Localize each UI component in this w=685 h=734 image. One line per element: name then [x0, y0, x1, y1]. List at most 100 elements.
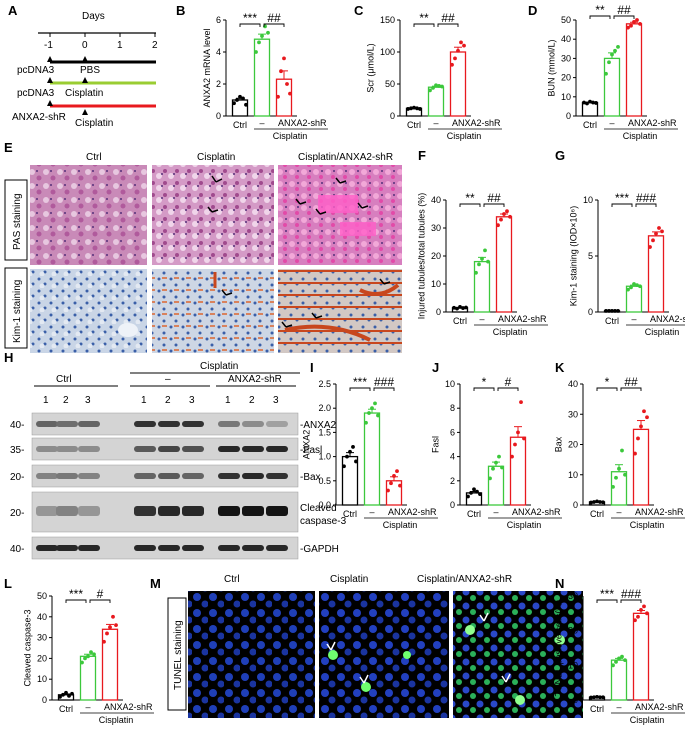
data-point — [114, 623, 118, 628]
data-point — [604, 308, 608, 313]
data-point — [588, 99, 592, 104]
data-point — [472, 487, 476, 492]
y-tick-label: 40 — [37, 612, 47, 622]
data-point — [638, 284, 642, 289]
data-point — [595, 499, 599, 504]
data-point — [395, 469, 399, 474]
sig-marker: ## — [487, 191, 501, 205]
data-point — [462, 43, 466, 48]
bar-3 — [449, 51, 467, 117]
micro-E-row-pas: PAS staining — [12, 193, 23, 250]
data-point — [488, 476, 492, 481]
wb-band — [242, 421, 264, 427]
y-tick-label: 0 — [566, 111, 571, 121]
sig-marker: *** — [69, 587, 83, 601]
wb-band — [56, 446, 78, 452]
y-tick-label: 20 — [568, 626, 578, 636]
wb-band — [158, 506, 180, 516]
y-tick-label: 6 — [216, 15, 221, 25]
y-tick-label: 0 — [588, 307, 593, 317]
data-point — [611, 484, 615, 489]
timeline-arrow-icon — [82, 109, 88, 115]
x-cat-label: Ctrl — [605, 316, 619, 326]
wb-band — [134, 545, 156, 551]
x-cat-label: ANXA2-shR — [512, 507, 561, 517]
wb-band — [266, 446, 288, 452]
x-cat-label: ANXA2-shR — [650, 314, 685, 324]
wb-band — [242, 545, 264, 551]
data-point — [629, 285, 633, 290]
bar-3 — [495, 216, 513, 313]
data-point — [474, 270, 478, 275]
data-point — [486, 259, 490, 264]
wb-band — [78, 545, 100, 551]
data-point — [232, 101, 236, 106]
micro-arrow-icon — [357, 202, 369, 209]
data-point — [626, 25, 630, 30]
y-axis-label: Kim-1 staining (IOD×10⁶) — [569, 206, 579, 307]
wb-band — [266, 545, 288, 551]
data-point — [478, 492, 482, 497]
data-point — [418, 107, 422, 111]
data-point — [632, 282, 636, 286]
y-tick-label: 30 — [561, 53, 571, 63]
sig-marker: ## — [267, 11, 281, 25]
x-cat-label: – — [479, 314, 484, 324]
x-cat-label: Ctrl — [343, 509, 357, 519]
data-point — [235, 98, 239, 102]
data-point — [491, 466, 495, 471]
x-cat-label: Ctrl — [453, 316, 467, 326]
group-label: Cisplatin — [645, 327, 680, 337]
data-point — [620, 448, 624, 453]
group-label: Cisplatin — [630, 520, 665, 530]
chart-I: 0.0 0.5 1.0 1.5 2.0 2.5 ANXA2 *** ### Ctrl – ANXA2-… — [301, 375, 438, 530]
data-point — [238, 94, 242, 99]
sig-bracket — [620, 599, 642, 603]
wb-band — [218, 446, 240, 452]
y-tick-label: 150 — [380, 15, 395, 25]
data-point — [351, 445, 355, 449]
y-tick-label: 10 — [561, 92, 571, 102]
x-cat-label: – — [433, 118, 438, 128]
panel-H-western-blot: Cisplatin Ctrl – ANXA2-shR 1 2 3 1 2 3 1 2 3 40-… — [10, 361, 347, 560]
sig-marker: # — [505, 375, 512, 389]
y-tick-label: 10 — [568, 470, 578, 480]
x-cat-label: ANXA2-shR — [388, 507, 437, 517]
x-cat-label: Ctrl — [233, 120, 247, 130]
wb-band — [36, 446, 58, 452]
sig-marker: ** — [419, 11, 429, 25]
data-point — [282, 56, 286, 61]
data-point — [260, 34, 264, 38]
data-point — [636, 436, 640, 441]
x-cat-label: – — [493, 507, 498, 517]
data-point — [620, 654, 624, 659]
timeline-arrow-icon — [47, 56, 53, 62]
y-tick-label: 2 — [450, 476, 455, 486]
data-point — [614, 475, 618, 480]
y-tick-label: 0 — [450, 500, 455, 510]
y-axis-label: Fasl — [431, 436, 441, 453]
panel-label-D: D — [528, 3, 537, 18]
panel-label-H: H — [4, 350, 13, 365]
group-label: Cisplatin — [493, 327, 528, 337]
micro-pas-cisplatin — [152, 165, 274, 265]
wb-lane-label: 3 — [85, 395, 91, 406]
wb-group-shr: ANXA2-shR — [228, 374, 282, 385]
x-cat-label: Ctrl — [59, 704, 73, 714]
data-point — [241, 96, 245, 101]
wb-band — [134, 506, 156, 516]
y-tick-label: 20 — [561, 73, 571, 83]
sig-bracket — [65, 599, 87, 603]
data-point — [633, 618, 637, 623]
data-point — [497, 454, 501, 459]
data-point — [623, 472, 627, 477]
data-point — [594, 101, 598, 105]
x-cat-label: – — [616, 507, 621, 517]
data-point — [513, 442, 517, 447]
wb-lane-label: 2 — [249, 395, 255, 406]
data-point — [639, 424, 643, 429]
y-tick-label: 40 — [431, 195, 441, 205]
wb-band — [218, 473, 240, 479]
data-point — [648, 245, 652, 249]
data-point — [266, 30, 270, 35]
